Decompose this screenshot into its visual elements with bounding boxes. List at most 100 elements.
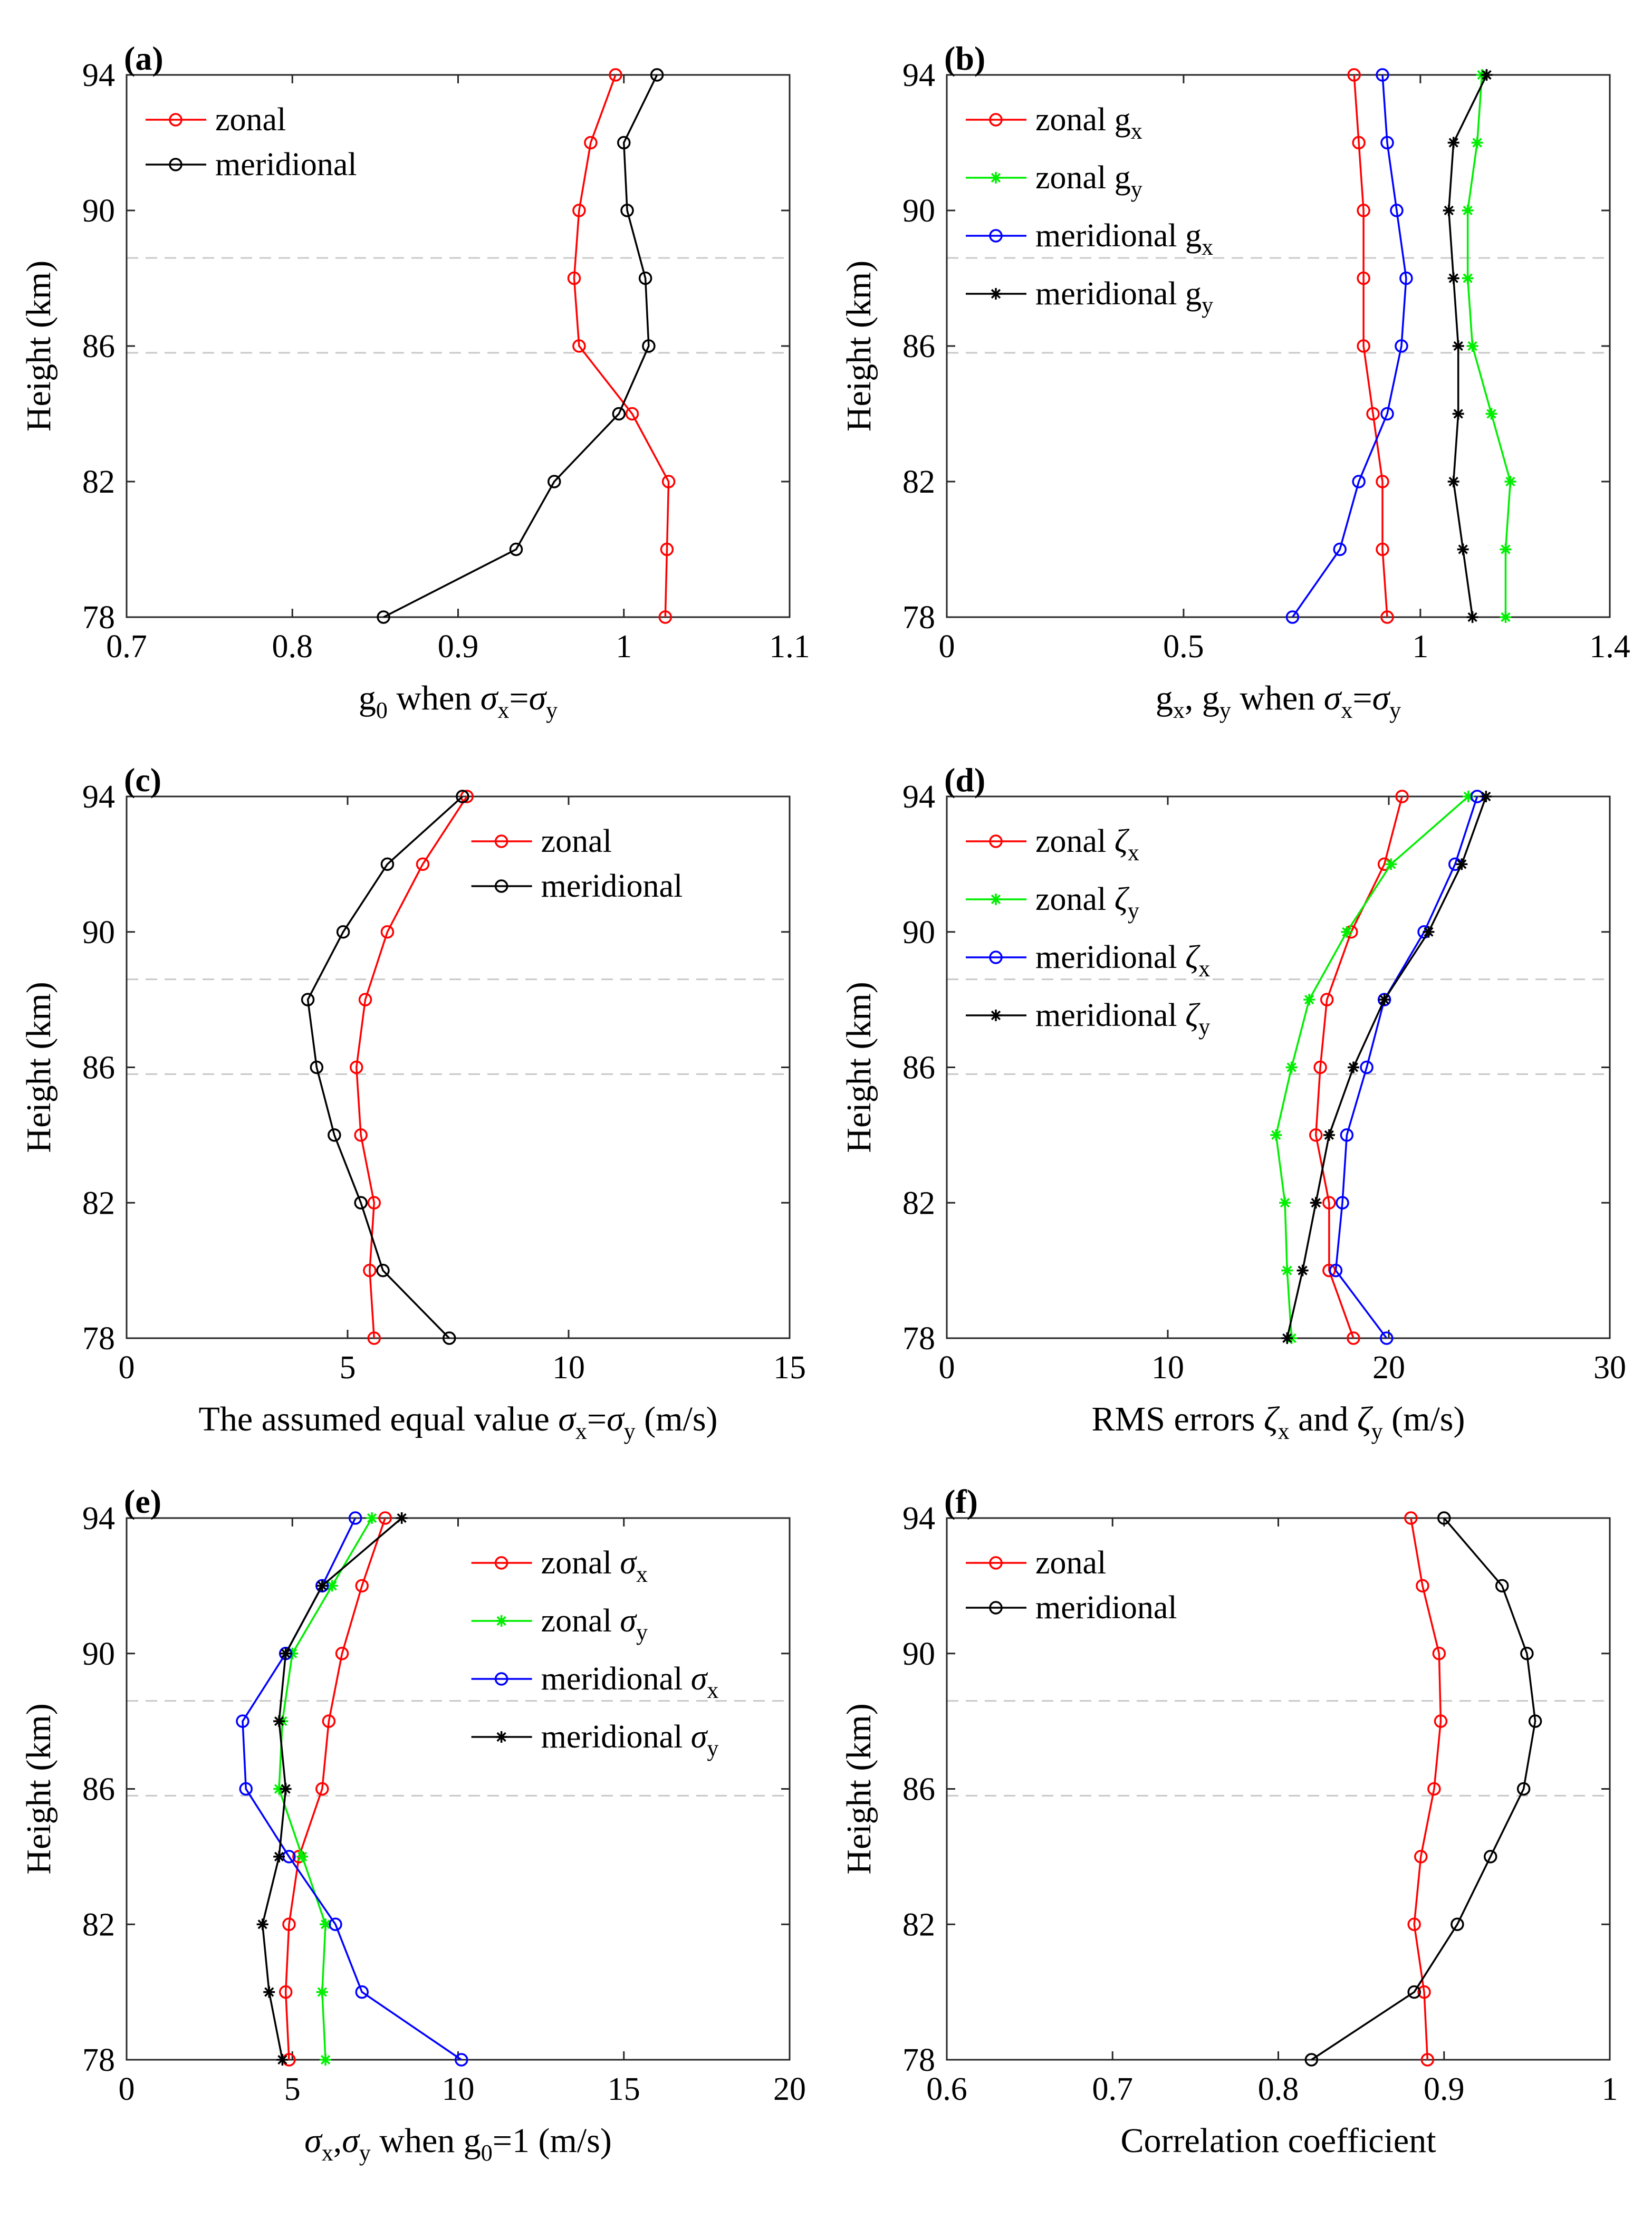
legend-marker [990,172,1002,184]
series-line [1314,796,1403,1339]
data-point [239,1782,253,1796]
legend-marker [989,1601,1003,1615]
data-point [380,925,395,939]
data-point [1347,1331,1360,1345]
data-point [567,271,581,285]
data-point [1352,136,1366,150]
y-tick-label: 78 [82,1321,115,1357]
legend-entry: meridional ζy [966,997,1210,1040]
legend-entry: meridional ζx [966,939,1210,982]
data-point [609,68,622,82]
data-point [620,204,634,217]
data-point [366,1512,378,1524]
data-point [1285,610,1300,624]
x-axis-label: The assumed equal value σx=σy (m/s) [198,1400,717,1444]
x-tick-label: 0 [119,2071,135,2107]
series-line [356,796,468,1339]
y-axis-label: Height (km) [20,982,58,1153]
x-tick-label: 0.7 [1092,2071,1134,2107]
data-point [1333,542,1347,556]
legend-entry: zonal σy [471,1603,648,1645]
data-point [1471,137,1483,149]
data-point [416,857,430,871]
data-point [1443,205,1455,216]
data-point [320,1918,332,1931]
data-point [1395,339,1408,353]
series-line [1410,1518,1442,2060]
legend-marker [990,1010,1002,1021]
x-tick-label: 1.4 [1589,629,1630,665]
data-point [316,1986,328,1998]
legend-label: zonal gx [1035,102,1142,144]
x-tick-label: 0 [939,629,955,665]
legend-marker [494,834,508,848]
data-point [320,2054,332,2066]
data-point [1366,407,1380,421]
y-tick-label: 86 [82,329,115,364]
data-point [380,857,395,871]
series-line [284,1518,386,2060]
data-point [455,2053,468,2067]
data-point [1462,272,1474,284]
data-point [1447,137,1459,149]
legend-label: zonal [1035,1545,1106,1581]
y-tick-label: 82 [902,1185,935,1221]
data-point [509,542,523,556]
y-axis-label: Height (km) [840,1703,878,1874]
data-point [660,542,674,556]
data-point [1376,475,1389,488]
data-point [1309,1128,1323,1142]
data-point [548,475,561,488]
data-point [1500,611,1512,623]
legend-entry: meridional gy [966,276,1213,318]
data-point [328,1128,341,1142]
data-point [1432,1647,1446,1660]
legend-label: meridional ζy [1035,997,1210,1040]
x-axis-label: Correlation coefficient [1120,2121,1436,2160]
data-point [273,1850,285,1862]
y-tick-label: 82 [902,464,935,500]
x-tick-label: 20 [773,2071,806,2107]
data-point [350,1060,363,1074]
data-point [315,1782,329,1796]
x-axis-label: RMS errors ζx and ζy (m/s) [1092,1400,1465,1444]
y-axis-label: Height (km) [20,261,58,431]
data-point [280,1783,292,1795]
data-point [638,271,652,285]
data-point [1427,1782,1441,1796]
panel-a: 78 82 86 90 94 0.7 0.8 0.9 1 1.1 (a) Height (km) g0 … [20,40,810,723]
data-point [1285,1061,1298,1073]
data-point [1296,1264,1309,1276]
legend-entry: zonal [966,1545,1106,1581]
panel-label: (a) [124,40,164,77]
series-line [306,795,464,1339]
data-point [1447,272,1459,284]
data-point [278,1985,293,1999]
legend-marker [494,879,508,893]
data-point [1380,610,1394,624]
data-point [1516,1782,1531,1796]
data-point [1407,1917,1421,1931]
y-tick-label: 94 [902,57,935,93]
legend-marker [989,1556,1003,1570]
data-point [1357,204,1370,217]
data-point [1434,1714,1448,1728]
data-point [1304,2053,1319,2067]
axes-box [126,795,791,1339]
y-axis-label: Height (km) [840,261,878,431]
legend-label: zonal σy [541,1603,648,1645]
legend-marker [494,1672,508,1686]
data-point [1341,926,1353,938]
data-point [355,1579,369,1593]
data-point [1360,1060,1374,1074]
x-tick-label: 1.1 [769,629,810,665]
legend-label: meridional [541,868,683,904]
y-axis-label: Height (km) [840,982,878,1153]
legend-label: meridional σx [541,1661,719,1703]
x-tick-label: 1 [1412,629,1428,665]
data-point [256,1918,268,1931]
data-point [396,1512,408,1524]
data-point [1378,994,1390,1006]
data-point [572,204,586,217]
